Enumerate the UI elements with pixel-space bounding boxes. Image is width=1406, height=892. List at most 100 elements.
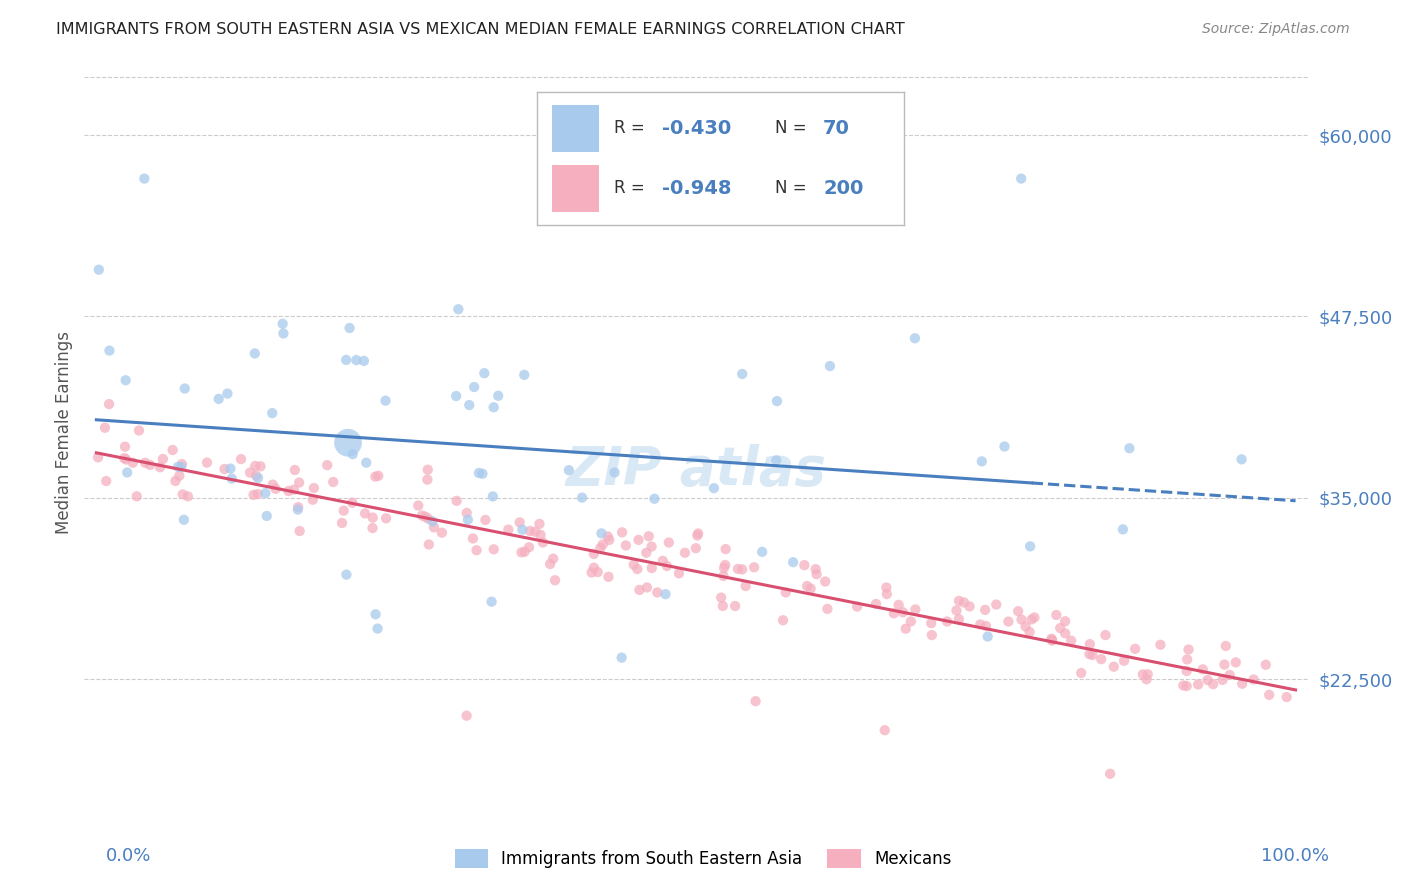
Point	[519, 524, 541, 538]
Point	[636, 546, 658, 560]
Point	[596, 529, 619, 543]
Point	[765, 453, 787, 467]
Point	[273, 326, 295, 341]
Y-axis label: Median Female Earnings: Median Female Earnings	[55, 331, 73, 534]
Point	[510, 523, 533, 537]
Point	[1212, 673, 1234, 687]
Point	[775, 585, 797, 599]
Point	[245, 458, 267, 473]
Point	[195, 456, 218, 470]
Point	[806, 567, 828, 582]
Point	[873, 723, 896, 738]
Point	[1054, 614, 1077, 628]
Point	[262, 477, 284, 491]
Point	[247, 471, 270, 485]
Point	[891, 605, 914, 619]
Text: 0.0%: 0.0%	[105, 847, 150, 865]
Point	[172, 487, 194, 501]
Point	[751, 545, 773, 559]
Point	[87, 262, 110, 277]
Point	[1021, 612, 1043, 626]
Point	[239, 466, 262, 480]
Point	[114, 373, 136, 387]
Point	[945, 603, 967, 617]
Point	[406, 499, 429, 513]
Point	[513, 545, 536, 559]
Point	[361, 521, 384, 535]
Point	[782, 555, 804, 569]
Point	[772, 613, 794, 627]
Point	[710, 591, 733, 605]
Point	[242, 488, 264, 502]
Point	[208, 392, 231, 406]
Point	[875, 581, 897, 595]
Point	[418, 537, 440, 551]
Point	[456, 506, 478, 520]
Point	[1060, 633, 1083, 648]
Point	[713, 569, 735, 583]
Point	[283, 483, 305, 497]
Point	[264, 482, 287, 496]
Point	[643, 491, 665, 506]
Point	[800, 582, 823, 596]
Point	[598, 533, 620, 547]
Point	[1202, 677, 1225, 691]
Point	[724, 599, 747, 613]
Point	[287, 500, 309, 515]
Point	[367, 468, 389, 483]
Point	[128, 424, 150, 438]
Point	[658, 535, 681, 549]
Point	[167, 459, 190, 474]
Point	[623, 558, 645, 572]
Point	[1112, 654, 1135, 668]
Point	[1040, 632, 1063, 646]
Point	[766, 394, 789, 409]
Point	[342, 447, 364, 461]
Point	[1173, 678, 1195, 692]
Point	[1078, 647, 1101, 661]
Point	[685, 541, 707, 556]
Point	[1099, 766, 1122, 780]
Point	[993, 440, 1015, 454]
Point	[287, 502, 309, 516]
Point	[134, 171, 156, 186]
Point	[591, 526, 613, 541]
Point	[98, 397, 121, 411]
Point	[335, 353, 357, 368]
Point	[865, 597, 887, 611]
Point	[1094, 628, 1116, 642]
Point	[714, 558, 737, 572]
Point	[610, 650, 633, 665]
Point	[288, 475, 311, 490]
Point	[673, 546, 696, 560]
Legend: Immigrants from South Eastern Asia, Mexicans: Immigrants from South Eastern Asia, Mexi…	[449, 843, 957, 875]
Point	[262, 406, 284, 420]
Point	[883, 607, 905, 621]
Point	[1254, 657, 1277, 672]
Point	[330, 516, 353, 530]
Point	[121, 456, 143, 470]
Point	[458, 398, 481, 412]
Point	[447, 302, 470, 317]
Point	[96, 474, 118, 488]
Point	[529, 528, 551, 542]
Point	[1045, 607, 1067, 622]
Point	[524, 524, 547, 539]
Point	[900, 615, 922, 629]
Point	[531, 535, 554, 549]
Point	[1118, 442, 1140, 456]
Point	[1275, 690, 1298, 704]
Point	[344, 353, 367, 368]
Point	[969, 617, 991, 632]
Point	[374, 393, 396, 408]
Point	[1136, 667, 1159, 681]
Point	[112, 451, 135, 466]
Point	[249, 459, 271, 474]
Point	[277, 484, 299, 499]
Point	[582, 560, 605, 574]
Point	[456, 708, 478, 723]
Point	[1213, 657, 1236, 672]
Point	[1230, 677, 1253, 691]
Point	[948, 612, 970, 626]
Point	[558, 463, 581, 477]
